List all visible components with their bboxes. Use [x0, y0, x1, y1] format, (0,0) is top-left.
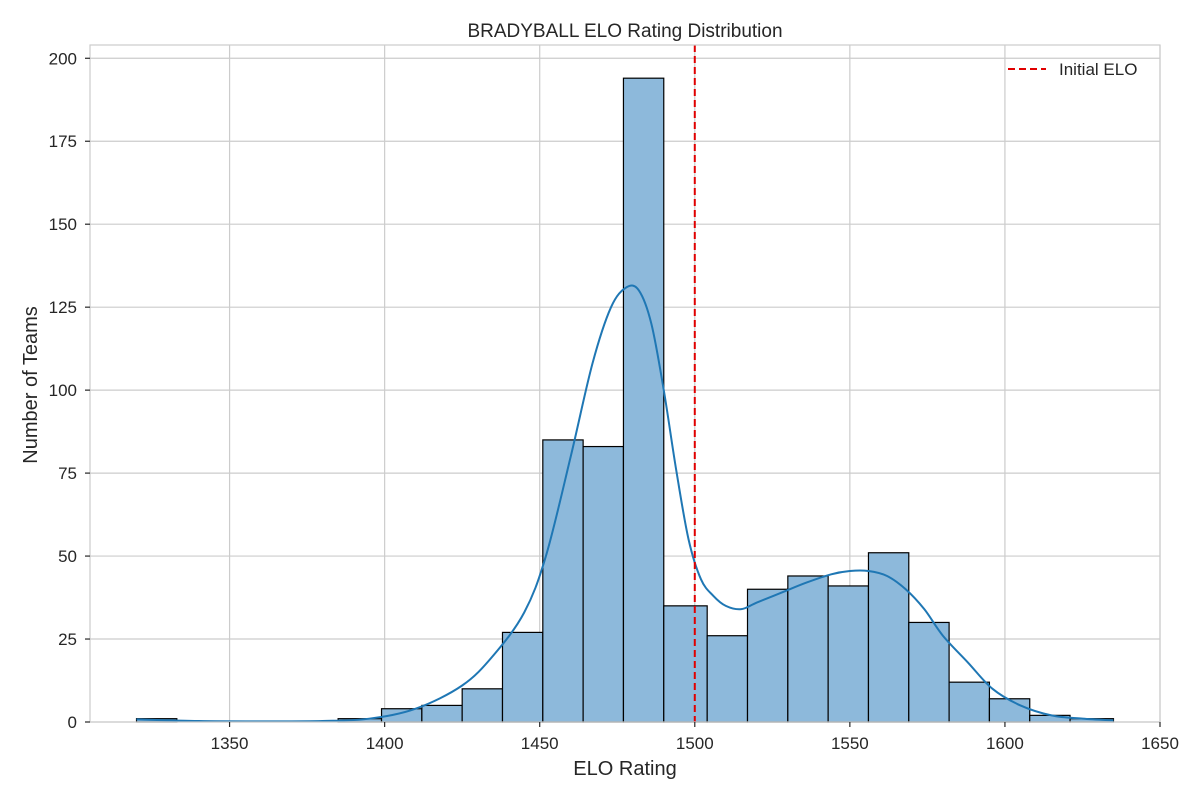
x-tick-label: 1550 — [831, 734, 869, 753]
x-tick-label: 1450 — [521, 734, 559, 753]
histogram-bar — [421, 704, 463, 723]
y-tick-label: 150 — [49, 215, 77, 234]
legend-label-initial-elo: Initial ELO — [1059, 60, 1137, 79]
chart-title: BRADYBALL ELO Rating Distribution — [467, 21, 782, 42]
histogram-bar — [827, 585, 870, 723]
y-tick-label: 75 — [58, 464, 77, 483]
histogram-bar — [501, 631, 544, 723]
histogram-bar — [867, 552, 910, 723]
histogram-bar — [622, 77, 665, 723]
y-tick-label: 100 — [49, 381, 77, 400]
histogram-bar — [787, 575, 829, 723]
histogram-bar — [582, 445, 625, 723]
legend: Initial ELO — [1008, 60, 1137, 79]
histogram-bar — [988, 698, 1031, 723]
plot-frame — [89, 44, 1161, 723]
histogram-bar — [663, 605, 708, 723]
y-tick-label: 200 — [49, 49, 77, 68]
histogram-bars — [135, 77, 1115, 723]
x-tick-label: 1500 — [676, 734, 714, 753]
x-axis-title: ELO Rating — [573, 758, 676, 780]
histogram-bar — [461, 688, 504, 723]
y-tick-label: 0 — [68, 713, 77, 732]
histogram-bar — [746, 588, 789, 723]
histogram-bar — [706, 635, 749, 723]
axis-ticks: 1350 1400 1450 1500 1550 1600 1650 0 25 50 75 100 12… — [49, 49, 1179, 753]
y-tick-label: 25 — [58, 630, 77, 649]
histogram-bar — [948, 681, 991, 723]
y-tick-label: 175 — [49, 132, 77, 151]
histogram-bar — [542, 439, 584, 723]
y-tick-label: 50 — [58, 547, 77, 566]
x-tick-label: 1350 — [211, 734, 249, 753]
x-tick-label: 1650 — [1141, 734, 1179, 753]
y-tick-label: 125 — [49, 298, 77, 317]
x-tick-label: 1600 — [986, 734, 1024, 753]
histogram-bar — [908, 621, 950, 723]
kde-curve — [136, 284, 1114, 723]
y-axis-title: Number of Teams — [20, 306, 42, 463]
x-tick-label: 1400 — [366, 734, 404, 753]
